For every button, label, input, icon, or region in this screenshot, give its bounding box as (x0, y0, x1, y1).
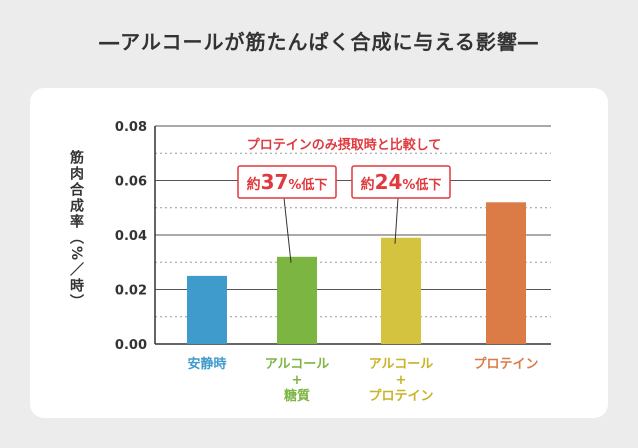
y-axis-title: 筋肉合成率（%／時） (68, 150, 84, 311)
annotation-title: プロテインのみ摂取時と比較して (247, 137, 442, 153)
x-tick-label: + (292, 373, 303, 388)
x-tick-label: アルコール (265, 357, 330, 372)
x-tick-label: + (396, 373, 407, 388)
annotation-leader (283, 197, 292, 263)
y-tick-label: 0.08 (115, 120, 147, 135)
y-tick-label: 0.04 (115, 229, 147, 244)
annotation-box (237, 165, 337, 199)
x-tick-label: プロテイン (368, 389, 433, 404)
x-tick-label: アルコール (369, 357, 434, 372)
annotation-label: 約37%低下 (247, 170, 328, 194)
annotation-box (351, 165, 451, 199)
x-tick-label: 糖質 (284, 388, 310, 404)
page-title: ―アルコールが筋たんぱく合成に与える影響― (99, 30, 539, 54)
y-tick-label: 0.00 (115, 338, 147, 353)
bar (381, 237, 421, 344)
y-tick-label: 0.02 (115, 284, 147, 299)
x-tick-label: プロテイン (473, 357, 538, 372)
bar (277, 256, 317, 344)
annotation-leader (394, 197, 399, 244)
bar (486, 202, 526, 344)
x-tick-label: 安静時 (187, 356, 226, 372)
y-tick-label: 0.06 (115, 175, 147, 190)
annotation-label: 約24%低下 (361, 170, 442, 194)
bar (187, 275, 227, 344)
